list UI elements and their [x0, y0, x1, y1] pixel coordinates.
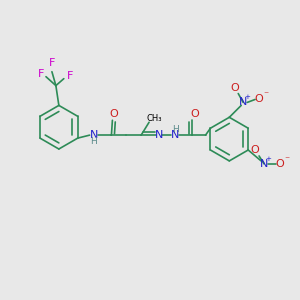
Text: ⁻: ⁻: [284, 155, 290, 165]
Text: N: N: [171, 130, 179, 140]
Text: O: O: [109, 109, 118, 119]
Text: O: O: [230, 82, 239, 93]
Text: F: F: [67, 71, 73, 81]
Text: N: N: [239, 98, 248, 107]
Text: N: N: [260, 159, 268, 169]
Text: O: O: [255, 94, 263, 104]
Text: ⁻: ⁻: [263, 91, 268, 100]
Text: N: N: [89, 130, 98, 140]
Text: H: H: [172, 125, 179, 134]
Text: O: O: [251, 145, 260, 155]
Text: O: O: [190, 109, 199, 119]
Text: N: N: [155, 130, 163, 140]
Text: F: F: [49, 58, 55, 68]
Text: +: +: [244, 94, 250, 100]
Text: CH₃: CH₃: [146, 114, 162, 123]
Text: +: +: [265, 156, 271, 162]
Text: O: O: [275, 159, 284, 169]
Text: F: F: [38, 69, 44, 79]
Text: H: H: [90, 136, 97, 146]
